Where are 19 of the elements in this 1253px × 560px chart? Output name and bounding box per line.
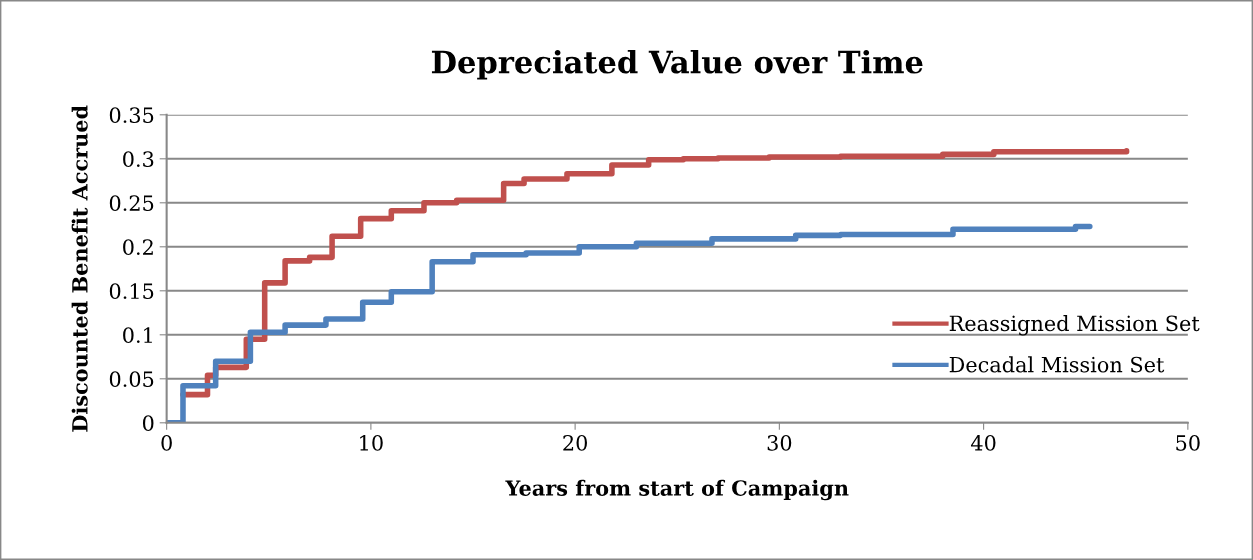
x-tick-label: 10 [360, 434, 383, 451]
legend-label: Reassigned Mission Set [949, 315, 1200, 336]
y-tick-label: 0.1 [123, 327, 152, 344]
y-tick-label: 0.3 [123, 151, 154, 168]
x-tick-label: 20 [563, 434, 587, 451]
x-axis-title: Years from start of Campaign [505, 479, 849, 501]
y-tick-label: 0.05 [109, 371, 154, 388]
x-tick-label: 0 [161, 434, 172, 451]
y-tick-label: 0.35 [109, 107, 154, 124]
x-tick-label: 50 [1176, 434, 1200, 451]
legend-label: Decadal Mission Set [949, 356, 1165, 373]
chart-title: Depreciated Value over Time [431, 49, 923, 80]
y-tick-label: 0.25 [109, 195, 154, 212]
y-axis-title: Discounted Benefit Accrued [71, 105, 88, 432]
y-tick-label: 0.2 [123, 239, 153, 256]
x-tick-label: 30 [767, 434, 792, 451]
y-tick-label: 0.15 [109, 283, 154, 300]
x-tick-label: 40 [970, 434, 996, 451]
y-tick-label: 0 [142, 415, 154, 432]
